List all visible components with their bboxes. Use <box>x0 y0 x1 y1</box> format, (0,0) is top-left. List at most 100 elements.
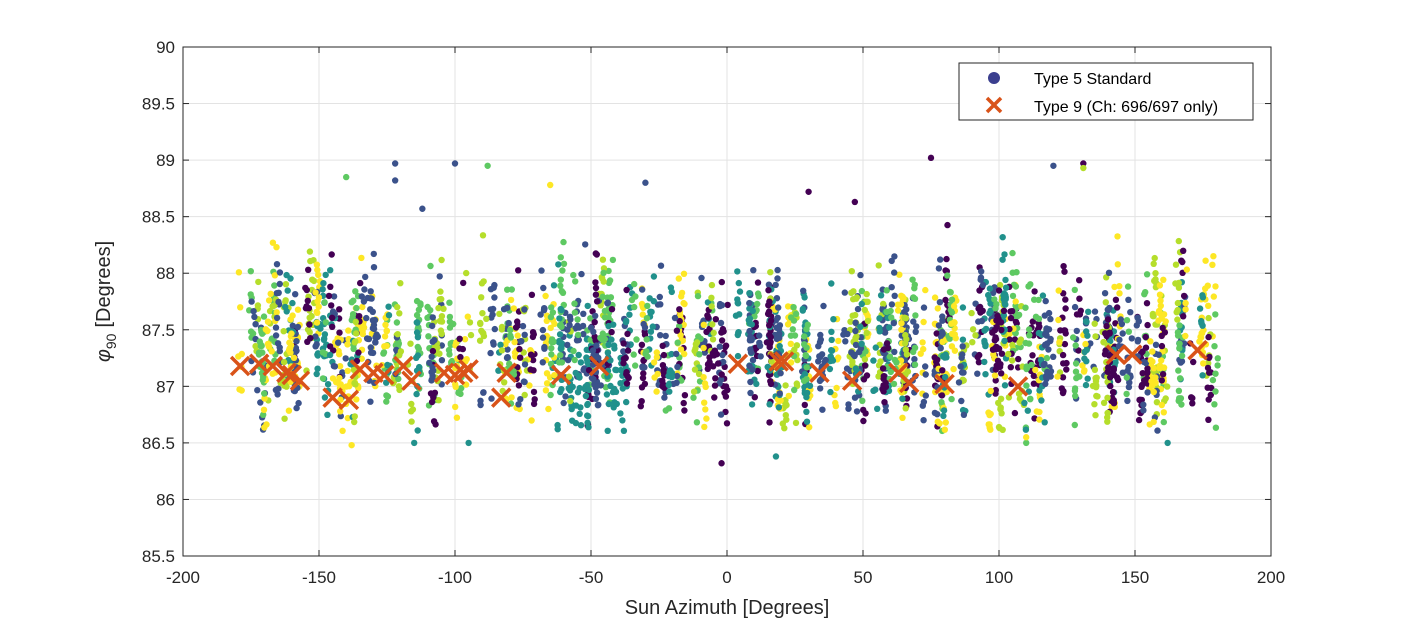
data-point <box>571 356 578 364</box>
data-point <box>1082 340 1089 348</box>
data-point <box>1135 416 1143 424</box>
data-point <box>611 399 618 406</box>
data-point <box>1119 330 1126 337</box>
data-point <box>1001 337 1008 345</box>
data-point <box>592 284 600 292</box>
x-marker <box>496 362 517 383</box>
data-point <box>255 351 263 358</box>
data-point <box>941 426 948 433</box>
data-point <box>784 303 792 310</box>
data-point <box>1071 385 1079 392</box>
data-point <box>539 326 547 334</box>
x-marker <box>1187 339 1208 361</box>
data-point <box>529 356 537 364</box>
data-point <box>257 399 264 406</box>
data-point <box>1159 371 1167 378</box>
data-point <box>719 351 726 359</box>
data-point <box>1023 365 1030 373</box>
data-point <box>467 331 475 339</box>
data-point <box>358 293 365 300</box>
y-tick-label: 89.5 <box>142 95 175 114</box>
data-point <box>361 286 368 293</box>
data-point <box>294 323 302 331</box>
data-point <box>902 405 909 412</box>
data-point <box>711 382 719 389</box>
data-point <box>978 317 986 325</box>
data-point <box>275 298 282 306</box>
data-point <box>706 325 713 333</box>
data-point <box>691 366 699 373</box>
legend-label-type-9: Type 9 (Ch: 696/697 only) <box>1034 99 1218 116</box>
data-point <box>680 270 688 277</box>
data-point <box>998 326 1005 334</box>
data-point <box>1127 309 1134 316</box>
y-tick-label: 87 <box>156 377 175 396</box>
data-point <box>508 394 515 401</box>
data-point <box>370 264 378 271</box>
data-point <box>625 374 632 381</box>
data-point <box>1110 366 1118 374</box>
data-point <box>608 306 616 313</box>
data-point <box>620 340 627 347</box>
data-point <box>832 402 840 410</box>
data-point <box>358 254 365 262</box>
data-point <box>894 301 902 308</box>
data-point <box>1190 358 1197 366</box>
data-point <box>662 332 669 340</box>
data-point <box>711 347 718 354</box>
data-point <box>1040 361 1047 369</box>
data-point <box>766 419 773 426</box>
data-point <box>623 380 631 387</box>
data-point <box>551 372 558 379</box>
data-point <box>1103 322 1110 330</box>
data-point <box>319 349 327 356</box>
data-point <box>1032 313 1040 320</box>
data-point <box>1117 316 1125 323</box>
x-marker-stroke <box>281 364 303 386</box>
data-point <box>723 420 731 427</box>
y-tick-label: 86 <box>156 490 175 509</box>
data-point <box>803 325 810 333</box>
data-point <box>436 273 443 280</box>
data-point <box>920 417 927 424</box>
data-point <box>414 319 421 326</box>
data-point <box>556 322 564 329</box>
legend-marker-type-9 <box>985 96 1003 114</box>
data-point-outlier <box>547 181 554 189</box>
data-point <box>643 315 651 322</box>
data-point <box>461 336 469 343</box>
data-point <box>1124 397 1131 405</box>
data-point <box>542 292 549 300</box>
data-point <box>1204 384 1211 391</box>
data-point <box>1200 360 1207 367</box>
data-point <box>972 332 979 339</box>
data-point <box>413 354 420 361</box>
x-tick-label: 100 <box>985 568 1013 587</box>
data-point <box>331 363 339 370</box>
data-point <box>283 383 290 390</box>
data-point <box>960 411 968 418</box>
data-point <box>1083 328 1090 335</box>
data-point <box>1094 393 1101 400</box>
data-point <box>806 424 813 431</box>
data-point <box>445 346 453 354</box>
data-point <box>429 347 437 355</box>
data-point-outlier <box>851 198 859 206</box>
data-point <box>1205 360 1212 367</box>
data-point <box>754 279 762 286</box>
data-point <box>882 407 889 414</box>
data-point <box>622 354 629 362</box>
data-point <box>307 335 314 342</box>
data-point <box>1147 357 1155 364</box>
data-point <box>371 316 379 324</box>
data-point <box>1073 327 1081 335</box>
data-point <box>1030 380 1038 387</box>
data-point <box>592 250 599 257</box>
data-point <box>674 363 681 371</box>
data-point <box>1142 344 1150 351</box>
data-point <box>457 353 464 361</box>
x-marker <box>338 389 360 411</box>
data-point <box>320 336 328 343</box>
data-point <box>902 331 909 339</box>
